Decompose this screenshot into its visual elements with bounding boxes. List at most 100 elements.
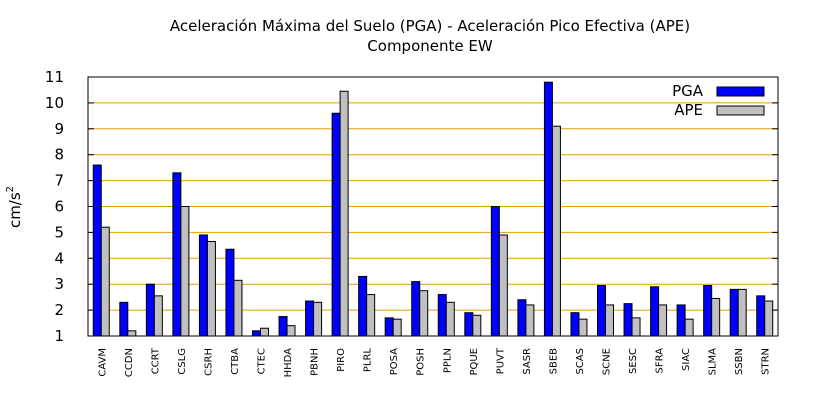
x-tick-label: CCRT <box>150 347 161 374</box>
y-axis-label-superscript: 2 <box>5 186 16 192</box>
bar-ape-ppln <box>445 301 455 337</box>
bar-ape-siac <box>684 318 694 337</box>
x-tick-label: SIAC <box>681 348 692 371</box>
bar-ape-posh <box>419 290 429 337</box>
y-tick-label: 9 <box>54 120 64 138</box>
bar-ape-strn <box>764 300 774 337</box>
chart-subtitle: Componente EW <box>367 37 493 55</box>
bar-ape-hhda <box>286 325 296 337</box>
x-tick-label: SCNE <box>602 348 613 375</box>
x-tick-label: CSRH <box>203 348 214 376</box>
legend-label-pga: PGA <box>672 82 704 100</box>
bar-pga-pque <box>464 312 474 337</box>
y-tick-label: 11 <box>45 68 64 86</box>
x-tick-label: PBNH <box>310 348 321 376</box>
svg-text:cm/s2: cm/s2 <box>5 186 24 228</box>
legend-label-ape: APE <box>674 101 703 119</box>
y-tick-label: 10 <box>45 94 64 112</box>
y-tick-label: 6 <box>54 198 64 216</box>
x-tick-label: SLMA <box>708 348 719 376</box>
bar-ape-puvt <box>498 234 508 337</box>
y-tick-label: 4 <box>54 249 64 267</box>
chart-title: Aceleración Máxima del Suelo (PGA) - Ace… <box>170 17 690 35</box>
legend-swatch-ape <box>716 105 765 116</box>
bar-pga-sesc <box>623 303 633 337</box>
x-tick-label: CTBA <box>230 348 241 375</box>
x-tick-label: SESC <box>628 348 639 374</box>
x-tick-label: SBEB <box>548 348 559 375</box>
bar-pga-puvt <box>490 206 500 337</box>
y-axis-ticks: 1 2 3 4 5 6 7 8 9 10 11 <box>45 68 778 345</box>
x-tick-label: PIRO <box>336 348 347 372</box>
bar-ape-ctec <box>260 327 269 337</box>
bar-ape-csrh <box>206 240 216 337</box>
legend-swatch-pga <box>716 86 765 97</box>
bar-ape-cslg <box>180 206 190 337</box>
bar-pga-ctec <box>252 330 261 337</box>
bar-pga-piro <box>331 112 341 337</box>
bar-pga-sasr <box>517 299 527 337</box>
bar-ape-ssbn <box>737 288 747 337</box>
y-axis-label-text: cm/s <box>6 192 24 228</box>
bar-pga-ctba <box>225 248 235 337</box>
y-tick-label: 7 <box>54 172 64 190</box>
bar-pga-posh <box>411 281 421 337</box>
bar-ape-sasr <box>525 304 535 337</box>
bar-ape-sesc <box>631 317 641 337</box>
x-axis-ticks: CAVM CCDN CCRT CSLG CSRH CTBA CTEC HHDA PBNH PIRO… <box>97 347 771 377</box>
y-axis-label: cm/s2 <box>5 186 24 228</box>
grid <box>88 102 778 311</box>
x-tick-label: PQUE <box>469 348 480 376</box>
x-tick-label: PUVT <box>495 347 506 374</box>
legend: PGA APE <box>672 82 765 119</box>
bar-pga-sbeb <box>543 81 553 337</box>
x-tick-label: STRN <box>761 348 772 375</box>
bar-pga-slma <box>703 284 713 337</box>
x-tick-label: CSLG <box>177 348 188 375</box>
bars <box>92 81 774 337</box>
bar-pga-ssbn <box>729 288 739 337</box>
bar-ape-piro <box>339 90 349 337</box>
x-tick-label: CAVM <box>97 348 108 377</box>
bar-ape-ccdn <box>127 330 137 337</box>
bar-ape-slma <box>711 297 721 337</box>
bar-ape-ccrt <box>153 295 163 337</box>
bar-ape-scne <box>605 304 614 337</box>
bar-pga-plrl <box>358 275 368 337</box>
bar-ape-sbeb <box>551 125 561 337</box>
y-tick-label: 8 <box>54 146 64 164</box>
bar-ape-plrl <box>366 294 376 337</box>
bar-ape-sfra <box>658 304 668 337</box>
bar-pga-ccrt <box>145 283 155 337</box>
bar-pga-posa <box>384 317 394 337</box>
bar-pga-strn <box>756 295 766 337</box>
bar-ape-scas <box>578 318 588 337</box>
x-tick-label: PPLN <box>442 348 453 373</box>
bar-pga-csrh <box>198 234 208 337</box>
y-tick-label: 5 <box>54 223 64 241</box>
x-tick-label: PLRL <box>363 348 374 373</box>
bar-ape-pque <box>472 314 482 337</box>
x-tick-label: SCAS <box>575 348 586 375</box>
y-tick-label: 3 <box>54 275 64 293</box>
bar-pga-cavm <box>92 164 102 337</box>
bar-ape-pbnh <box>313 301 323 337</box>
bar-pga-cslg <box>172 172 182 337</box>
bar-pga-scas <box>570 312 580 337</box>
x-tick-label: SFRA <box>655 348 666 374</box>
x-tick-label: CTEC <box>257 348 268 374</box>
bar-ape-cavm <box>100 226 110 337</box>
y-tick-label: 1 <box>54 327 64 345</box>
bar-pga-sfra <box>650 286 660 337</box>
bar-ape-posa <box>392 318 402 337</box>
bar-pga-scne <box>597 284 606 337</box>
x-tick-label: CCDN <box>124 348 135 377</box>
x-tick-label: POSA <box>389 348 400 375</box>
y-tick-label: 2 <box>54 301 64 319</box>
x-tick-label: HHDA <box>283 348 294 378</box>
bar-pga-hhda <box>278 316 288 337</box>
bar-pga-ppln <box>437 294 447 337</box>
bar-pga-ccdn <box>119 301 129 337</box>
bar-ape-ctba <box>233 279 243 337</box>
x-tick-label: POSH <box>416 348 427 376</box>
